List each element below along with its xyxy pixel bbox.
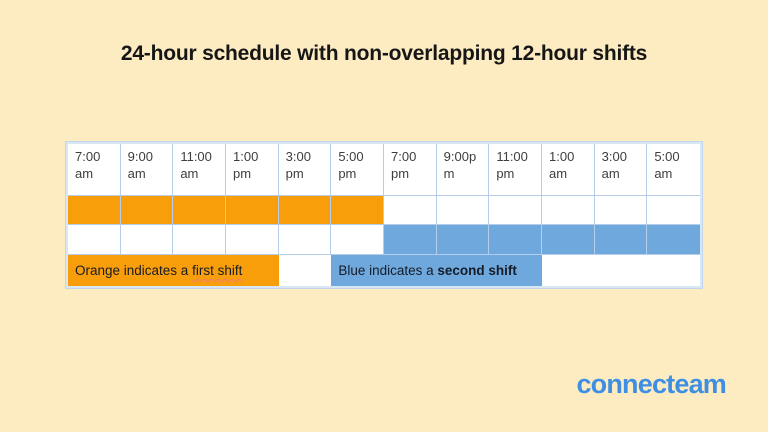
first-shift-cell bbox=[226, 196, 279, 225]
legend-orange-emphasis: first shift bbox=[192, 263, 243, 278]
first-shift-cell bbox=[68, 196, 121, 225]
time-header-cell: 5:00 pm bbox=[331, 144, 384, 196]
legend-empty-cell bbox=[542, 255, 700, 286]
connecteam-logo: connecteam bbox=[576, 369, 726, 400]
second-shift-cell bbox=[384, 225, 437, 255]
legend-first-shift: Orange indicates a first shift bbox=[68, 255, 279, 286]
empty-cell bbox=[68, 225, 121, 255]
second-shift-cell bbox=[542, 225, 595, 255]
time-header-cell: 11:00 pm bbox=[489, 144, 542, 196]
legend-orange-text: Orange indicates a bbox=[75, 263, 193, 278]
second-shift-cell bbox=[489, 225, 542, 255]
empty-cell bbox=[489, 196, 542, 225]
time-header-cell: 5:00 am bbox=[647, 144, 700, 196]
second-shift-cell bbox=[594, 225, 648, 255]
time-header-cell: 11:00 am bbox=[173, 144, 226, 196]
first-shift-cell bbox=[278, 196, 332, 225]
first-shift-cell bbox=[173, 196, 226, 225]
empty-cell bbox=[594, 196, 648, 225]
time-header-cell: 1:00 pm bbox=[226, 144, 279, 196]
time-header-cell: 3:00 am bbox=[594, 144, 648, 196]
legend-blue-emphasis: second shift bbox=[437, 263, 517, 278]
empty-cell bbox=[436, 196, 490, 225]
empty-cell bbox=[331, 225, 384, 255]
empty-cell bbox=[542, 196, 595, 225]
second-shift-cell bbox=[436, 225, 490, 255]
first-shift-cell bbox=[120, 196, 174, 225]
time-header-cell: 7:00 am bbox=[68, 144, 121, 196]
time-header-cell: 7:00 pm bbox=[384, 144, 437, 196]
page-title: 24-hour schedule with non-overlapping 12… bbox=[120, 42, 648, 65]
empty-cell bbox=[226, 225, 279, 255]
legend-gap-cell bbox=[278, 255, 332, 286]
connecteam-logo-text: connecteam bbox=[576, 369, 726, 399]
legend-second-shift: Blue indicates a second shift bbox=[331, 255, 542, 286]
empty-cell bbox=[120, 225, 174, 255]
first-shift-cell bbox=[331, 196, 384, 225]
time-header-cell: 9:00 am bbox=[120, 144, 174, 196]
empty-cell bbox=[647, 196, 700, 225]
legend-blue-text: Blue indicates a bbox=[338, 263, 438, 278]
time-header-cell: 1:00 am bbox=[542, 144, 595, 196]
time-header-cell: 3:00 pm bbox=[278, 144, 332, 196]
time-header-cell: 9:00p m bbox=[436, 144, 490, 196]
empty-cell bbox=[278, 225, 332, 255]
empty-cell bbox=[173, 225, 226, 255]
empty-cell bbox=[384, 196, 437, 225]
second-shift-cell bbox=[647, 225, 700, 255]
shift-schedule-table: 7:00 am 9:00 am 11:00 am 1:00 pm 3:00 pm 5:00 pm 7:0… bbox=[65, 141, 703, 289]
